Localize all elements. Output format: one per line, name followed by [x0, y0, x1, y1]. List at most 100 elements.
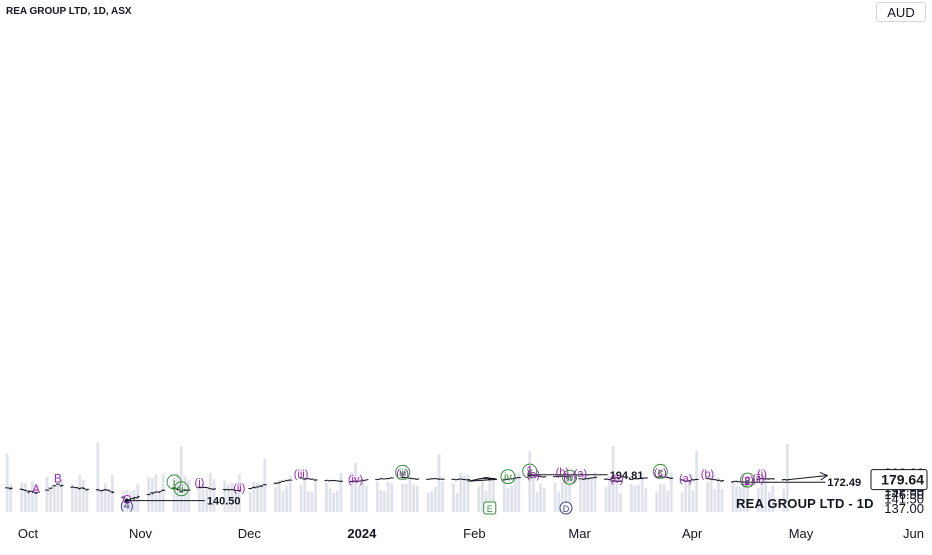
volume-bar: [107, 492, 110, 512]
wave-label-text: (4): [120, 500, 133, 512]
ohlc-bar: [328, 480, 332, 481]
wave-label-text: (a): [679, 473, 692, 485]
wave-label-text: (iii): [294, 469, 309, 481]
volume-bar: [536, 492, 539, 512]
volume-bar: [452, 484, 455, 512]
volume-bar: [365, 486, 368, 512]
volume-bar: [358, 485, 361, 512]
wave-label-text: 2: [744, 474, 751, 488]
volume-bar: [376, 482, 379, 512]
volume-bar: [441, 481, 444, 512]
ohlc-bar: [107, 489, 111, 491]
ohlc-bar: [412, 478, 416, 479]
volume-bar: [249, 492, 252, 512]
volume-bar: [463, 475, 466, 512]
wave-label: (a): [527, 469, 540, 481]
wave-label: (ii): [233, 482, 245, 494]
price-marker-label: 140.50: [207, 496, 241, 508]
volume-bar: [111, 475, 114, 512]
volume-bar: [282, 490, 285, 512]
volume-bar: [517, 472, 520, 512]
volume-bar: [96, 443, 99, 512]
ohlc-bar: [332, 480, 336, 481]
wave-label-text: (iv): [348, 474, 363, 486]
price-axis[interactable]: 200.00190.00182.00174.00166.00158.50152.…: [871, 465, 927, 516]
wave-label-text: (ii): [233, 482, 245, 494]
volume-bar: [666, 491, 669, 512]
event-marker-label: E: [487, 504, 493, 514]
time-tick-label: Oct: [18, 526, 39, 541]
volume-bar: [260, 485, 263, 512]
volume-bar: [532, 477, 535, 512]
volume-bar: [307, 491, 310, 512]
volume-bar: [303, 477, 306, 512]
ohlc-bar: [517, 477, 521, 478]
volume-bar: [510, 486, 513, 512]
volume-bar: [278, 480, 281, 512]
ohlc-bar: [5, 488, 9, 489]
volume-bar: [717, 478, 720, 512]
volume-bar: [634, 486, 637, 512]
volume-bar: [100, 491, 103, 512]
volume-bar: [583, 475, 586, 512]
volume-bar: [24, 483, 27, 512]
ohlc-bar: [208, 488, 212, 489]
volume-bar: [605, 487, 608, 512]
wave-label: (iii): [294, 469, 309, 481]
ohlc-bar: [455, 479, 459, 480]
ohlc-bar: [375, 479, 379, 480]
ohlc-bar: [45, 490, 49, 491]
volume-bar: [311, 492, 314, 512]
volume-bar: [590, 478, 593, 512]
ohlc-bar: [767, 478, 771, 479]
ohlc-bar: [324, 480, 328, 481]
volume-bar: [151, 478, 154, 512]
volume-bar: [477, 487, 480, 512]
volume-bar: [434, 487, 437, 512]
volume-bar: [289, 476, 292, 512]
price-tick-label: 137.00: [884, 501, 924, 516]
volume-bar: [507, 488, 510, 512]
ohlc-bar: [459, 479, 463, 480]
last-price-label: 179.64: [881, 472, 924, 488]
ohlc-bar: [415, 479, 419, 480]
ohlc-bar: [441, 479, 445, 480]
volume-bar: [579, 480, 582, 512]
ohlc-bar: [604, 479, 608, 480]
volume-bar: [387, 482, 390, 512]
ohlc-bar: [433, 478, 437, 479]
volume-bar: [383, 491, 386, 512]
wave-label-text: (c): [654, 467, 667, 479]
volume-bar: [332, 493, 335, 512]
wave-label: (c): [654, 467, 667, 479]
time-tick-label: Mar: [568, 526, 591, 541]
volume-bar: [354, 463, 357, 512]
volume-bar: [405, 484, 408, 512]
ohlc-bar: [379, 478, 383, 479]
wave-label-text: A: [32, 482, 40, 496]
symbol-watermark: REA GROUP LTD - 1D: [736, 496, 874, 511]
ohlc-bar: [386, 478, 390, 479]
volume-bar: [285, 486, 288, 512]
volume-bar: [104, 483, 107, 512]
volume-bar: [187, 479, 190, 512]
ohlc-bar: [364, 479, 368, 480]
volume-bar: [82, 480, 85, 512]
wave-label-text: (b): [610, 473, 623, 485]
wave-label-text: B: [54, 472, 62, 486]
volume-bar: [655, 492, 658, 512]
ohlc-bar: [274, 483, 278, 484]
volume-bar: [6, 454, 9, 512]
volume-bar: [390, 483, 393, 512]
wave-label-text: iv: [504, 472, 512, 484]
volume-bar: [528, 451, 531, 512]
currency-button[interactable]: AUD: [876, 2, 926, 22]
ohlc-bar: [542, 477, 546, 478]
volume-bar: [721, 489, 724, 512]
volume-bar: [619, 493, 622, 512]
volume-bar: [380, 490, 383, 512]
wave-label-text: w: [565, 472, 574, 484]
volume-bar: [637, 485, 640, 512]
